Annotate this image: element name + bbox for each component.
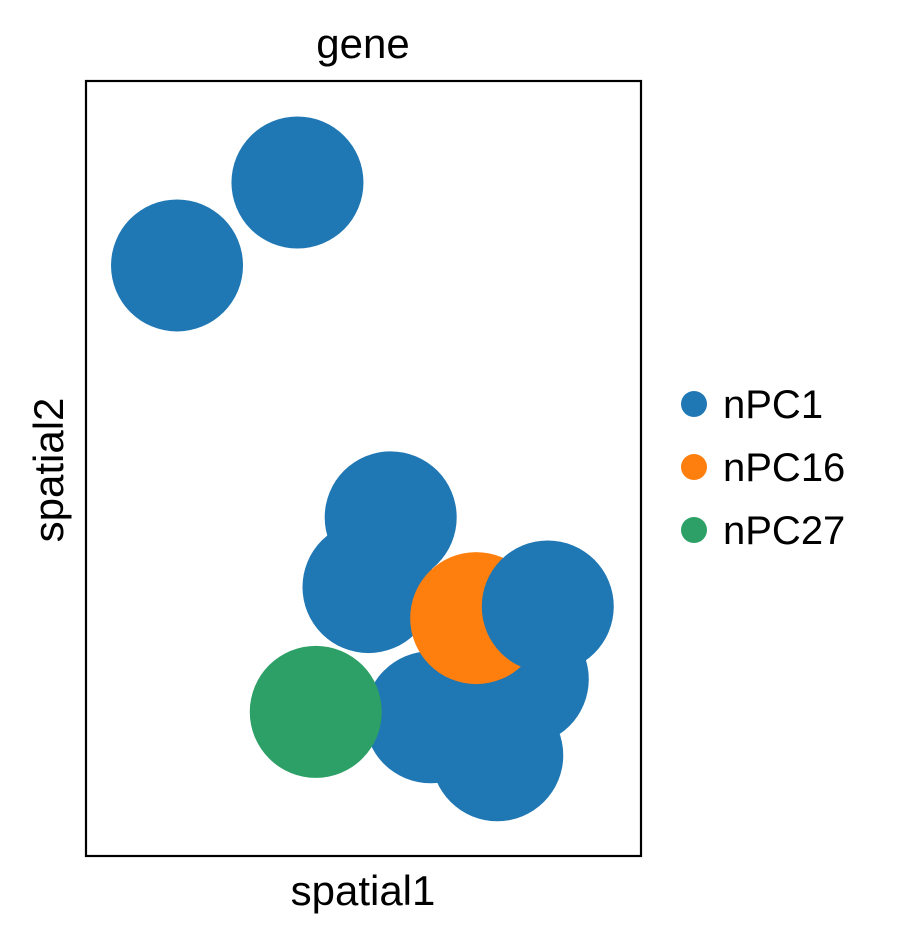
- scatter-point-npc1-7: [431, 689, 564, 822]
- scatter-point-npc27-10: [249, 645, 382, 778]
- legend-label-npc1: nPC1: [723, 383, 823, 427]
- plot-frame: [84, 79, 643, 858]
- scatter-point-npc1-9: [481, 540, 614, 673]
- legend-label-npc16: nPC16: [723, 446, 845, 490]
- x-axis-label: spatial1: [291, 867, 436, 914]
- legend-label-npc27: nPC27: [723, 509, 845, 553]
- y-axis-label: spatial2: [25, 398, 72, 543]
- legend-marker-npc16: [681, 454, 707, 480]
- scatter-point-npc1-4: [302, 521, 435, 654]
- scatter-point-npc1-1: [231, 116, 364, 249]
- chart-title: gene: [316, 20, 409, 67]
- legend: nPC1 nPC16 nPC27: [681, 383, 845, 553]
- points-layer: [111, 116, 614, 822]
- legend-marker-npc27: [681, 517, 707, 543]
- scatter-point-npc1-2: [111, 199, 244, 332]
- legend-marker-npc1: [681, 391, 707, 417]
